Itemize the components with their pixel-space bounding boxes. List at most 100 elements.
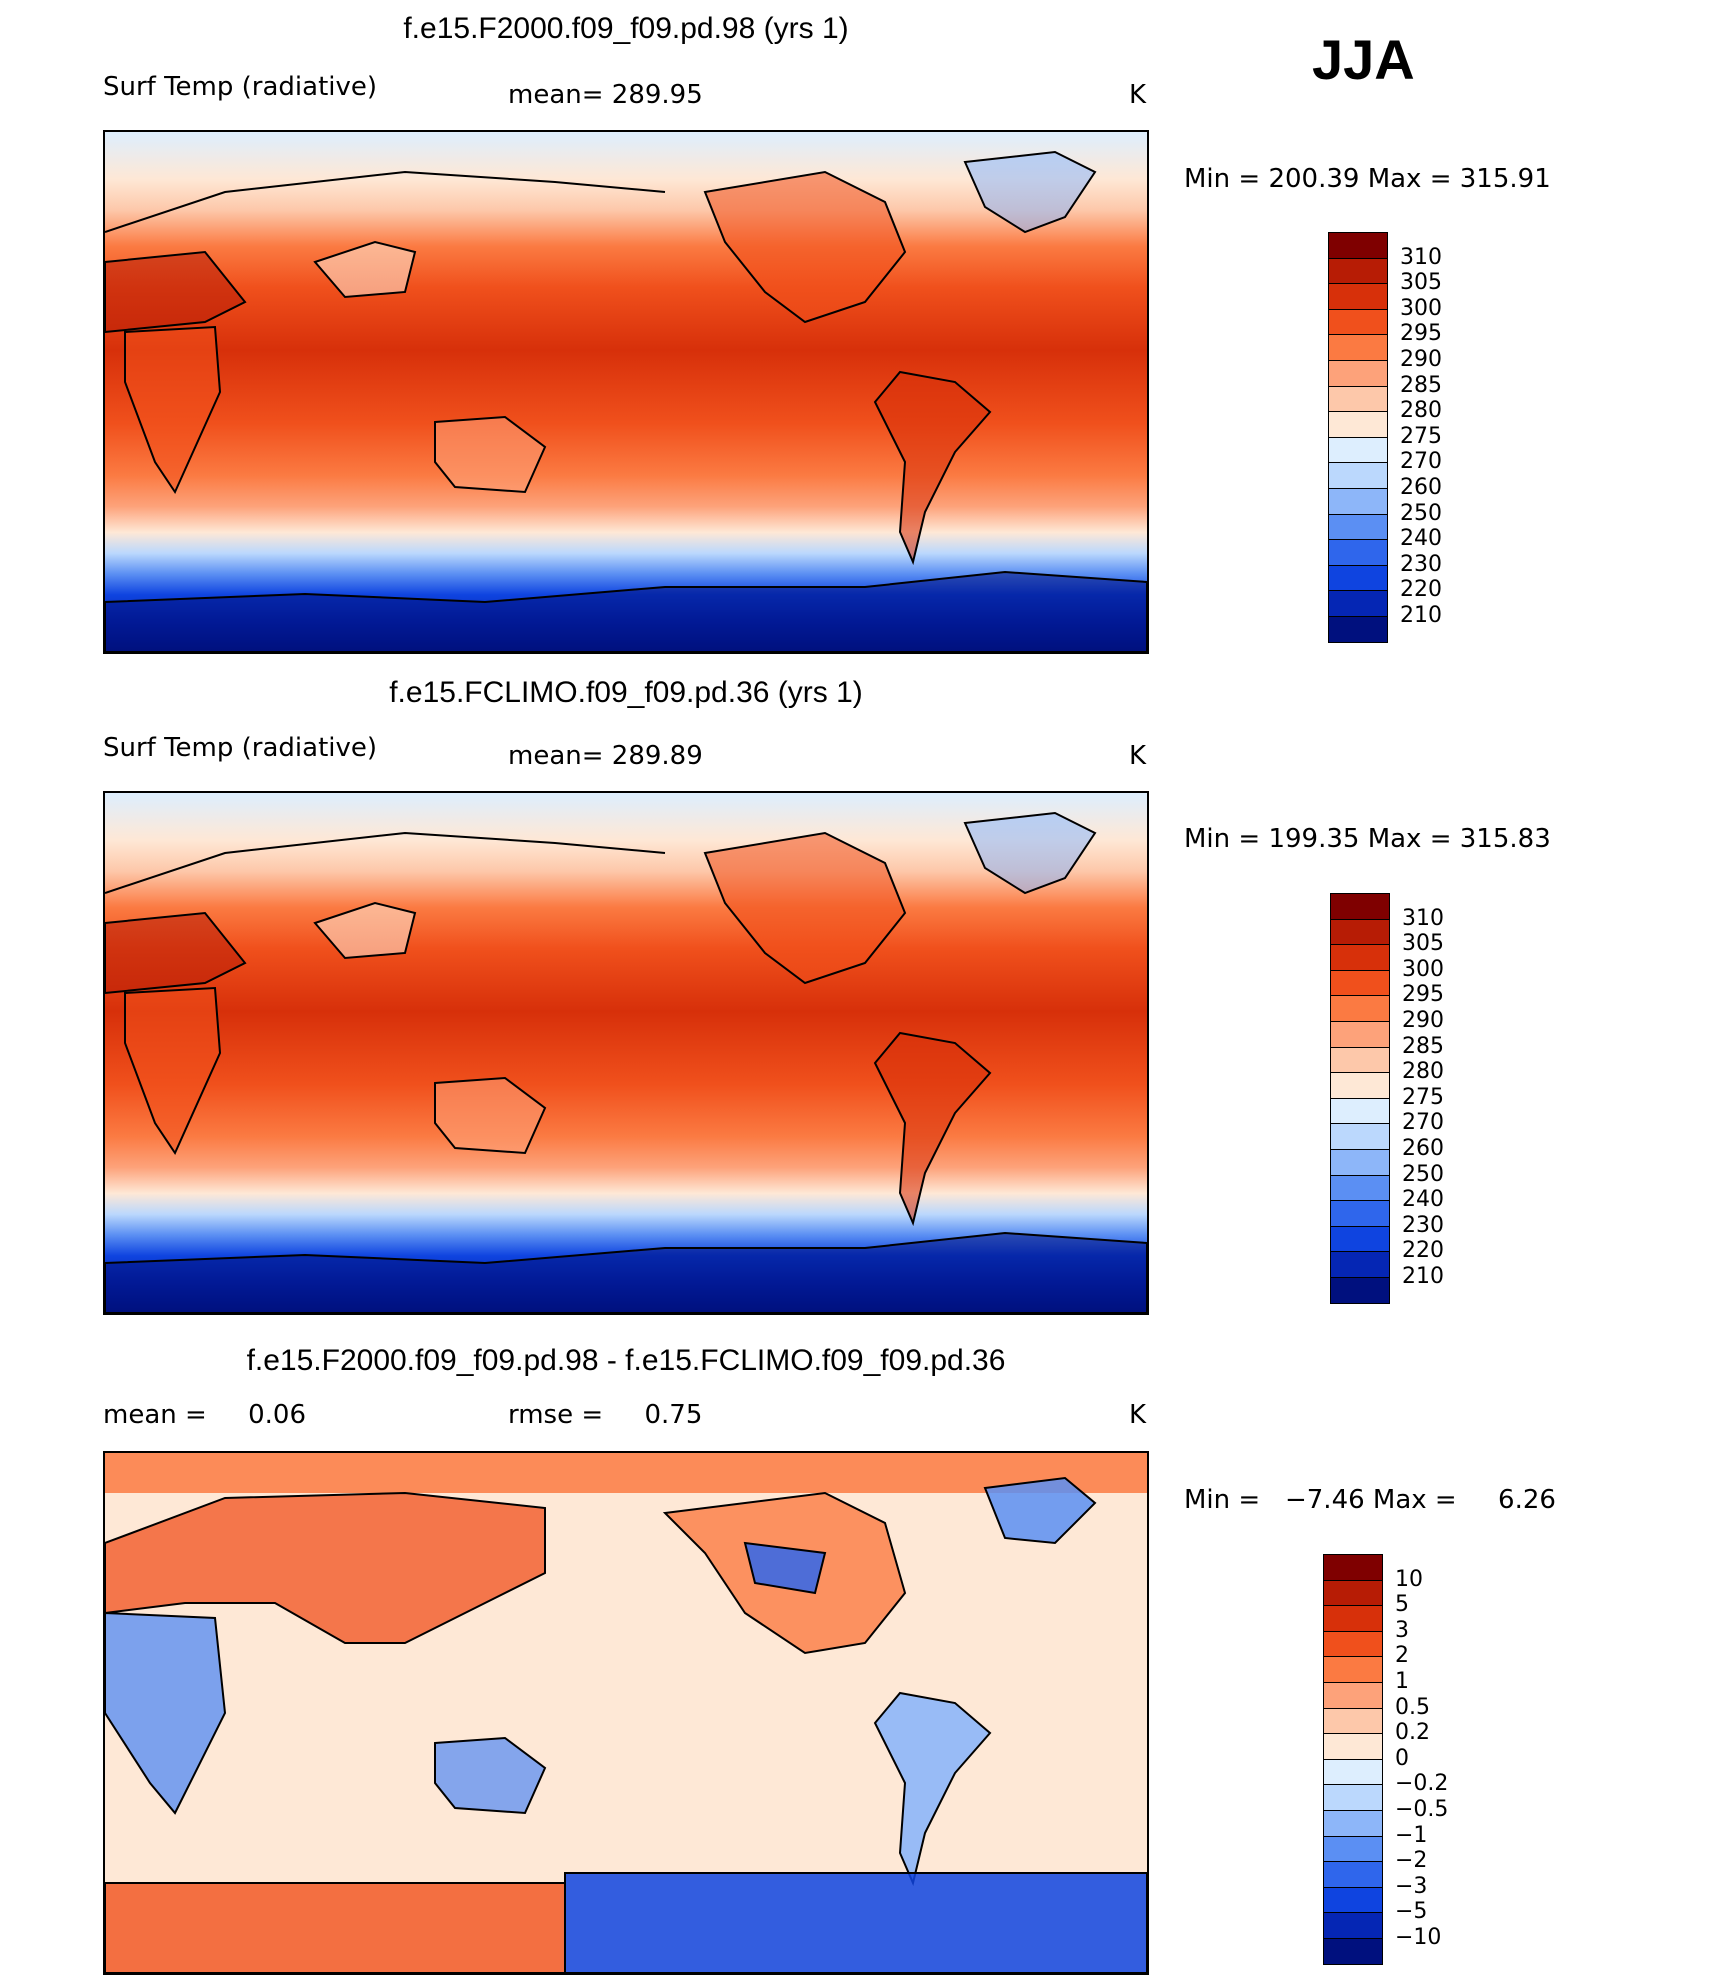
tibet-plateau [313, 901, 417, 960]
colorbar-tick-label: −1 [1395, 1822, 1428, 1848]
south-america [873, 370, 992, 566]
colorbar-tick-label: 270 [1402, 1110, 1444, 1136]
colorbar-tick-label: 275 [1400, 423, 1442, 449]
panel3-minmax: Min = −7.46 Max = 6.26 [1184, 1485, 1556, 1515]
colorbar-swatch [1328, 385, 1388, 413]
colorbar-swatch [1328, 283, 1388, 310]
colorbar-swatch [1330, 1225, 1390, 1253]
north-america [703, 170, 907, 324]
panel3-land-features [105, 1476, 1147, 1973]
panel1-units-label: K [1129, 80, 1147, 110]
colorbar-swatch [1328, 564, 1388, 592]
colorbar-tick-label: 260 [1400, 475, 1442, 500]
panel2-field [105, 793, 1147, 1313]
colorbar-swatch [1330, 969, 1390, 997]
colorbar-tick-label: 2 [1395, 1643, 1409, 1669]
season-label: JJA [1312, 28, 1415, 91]
colorbar-tick-label: 0.2 [1395, 1720, 1430, 1746]
colorbar-swatch [1328, 590, 1388, 617]
colorbar-swatch [1328, 616, 1388, 643]
panel3-rmse-label: rmse = 0.75 [508, 1400, 703, 1430]
colorbar-tick-label: −5 [1395, 1899, 1428, 1925]
colorbar-swatch [1328, 257, 1388, 285]
colorbar-tick-label: 310 [1400, 244, 1442, 270]
colorbar-tick-label: 10 [1395, 1566, 1423, 1592]
colorbar-swatch [1323, 1784, 1383, 1811]
antarctica [105, 570, 1147, 652]
colorbar-swatch [1328, 462, 1388, 489]
colorbar-swatch [1323, 1656, 1383, 1683]
eurasia-coast [105, 831, 666, 894]
colorbar-swatch [1328, 513, 1388, 541]
colorbar-tick-label: 295 [1402, 982, 1444, 1008]
australia [434, 1076, 547, 1155]
us-interior [743, 1541, 827, 1595]
panel1-mean-label: mean= 289.95 [508, 80, 703, 110]
colorbar-tick-label: 290 [1402, 1008, 1444, 1033]
colorbar-tick-label: 250 [1400, 500, 1442, 526]
colorbar-tick-label: 0 [1395, 1745, 1409, 1771]
colorbar-tick-label: 220 [1402, 1238, 1444, 1264]
panel1-variable-label: Surf Temp (radiative) [103, 72, 378, 102]
panel1-field [105, 132, 1147, 652]
colorbar-swatch [1323, 1733, 1383, 1760]
colorbar-tick-label: 280 [1402, 1059, 1444, 1085]
colorbar-swatch [1323, 1605, 1383, 1632]
colorbar-tick-label: 240 [1400, 526, 1442, 552]
australia [434, 415, 547, 494]
panel2-land-features [105, 811, 1147, 1313]
colorbar-swatch [1328, 411, 1388, 438]
greenland [983, 1476, 1097, 1545]
colorbar-tick-label: 300 [1402, 956, 1444, 982]
colorbar-tick-label: 260 [1402, 1136, 1444, 1161]
colorbar-swatch [1323, 1938, 1383, 1965]
colorbar-tick-label: 280 [1400, 398, 1442, 424]
tibet-plateau [313, 240, 417, 299]
colorbar-swatch [1330, 1174, 1390, 1202]
panel2-units-label: K [1129, 741, 1147, 771]
panel1-minmax: Min = 200.39 Max = 315.91 [1184, 164, 1551, 194]
colorbar-swatch [1323, 1886, 1383, 1914]
panel2-map [103, 791, 1149, 1315]
africa [124, 325, 222, 495]
south-america [873, 1031, 992, 1227]
panel2-variable-label: Surf Temp (radiative) [103, 733, 378, 763]
colorbar-swatch [1330, 1123, 1390, 1150]
colorbar-tick-label: 210 [1402, 1264, 1444, 1289]
colorbar-swatch [1328, 360, 1388, 387]
panel2-title: f.e15.FCLIMO.f09_f09.pd.36 (yrs 1) [389, 676, 863, 709]
colorbar-tick-label: −0.5 [1395, 1797, 1449, 1822]
colorbar-swatch [1323, 1912, 1383, 1939]
colorbar-swatch [1330, 1097, 1390, 1125]
colorbar-swatch [1330, 1046, 1390, 1074]
colorbar-tick-label: −10 [1395, 1925, 1442, 1950]
colorbar-swatch [1323, 1554, 1383, 1581]
africa [124, 986, 222, 1156]
antarctica [105, 1231, 1147, 1313]
colorbar-tick-label: 5 [1395, 1592, 1409, 1618]
greenland [963, 150, 1097, 234]
sahara [105, 911, 247, 995]
colorbar-swatch [1323, 1758, 1383, 1786]
africa [105, 1611, 227, 1815]
colorbar-tick-label: −2 [1395, 1848, 1428, 1874]
colorbar-tick-label: 250 [1402, 1161, 1444, 1187]
colorbar-tick-label: 270 [1400, 449, 1442, 475]
colorbar-swatch [1328, 334, 1388, 361]
panel1-land-features [105, 150, 1147, 652]
colorbar-tick-label: −3 [1395, 1873, 1428, 1899]
colorbar-tick-label: 305 [1402, 931, 1444, 957]
colorbar-swatch [1330, 1251, 1390, 1278]
colorbar-tick-label: 1 [1395, 1669, 1409, 1694]
colorbar-swatch [1328, 232, 1388, 259]
colorbar-swatch [1323, 1579, 1383, 1607]
colorbar-swatch [1323, 1630, 1383, 1658]
colorbar-tick-label: 240 [1402, 1187, 1444, 1213]
colorbar-tick-label: −0.2 [1395, 1771, 1449, 1797]
colorbar-swatch [1328, 436, 1388, 464]
panel1-map [103, 130, 1149, 654]
colorbar-swatch [1330, 995, 1390, 1022]
colorbar-swatch [1323, 1682, 1383, 1709]
eurasia [105, 1491, 546, 1644]
colorbar-tick-label: 275 [1402, 1084, 1444, 1110]
